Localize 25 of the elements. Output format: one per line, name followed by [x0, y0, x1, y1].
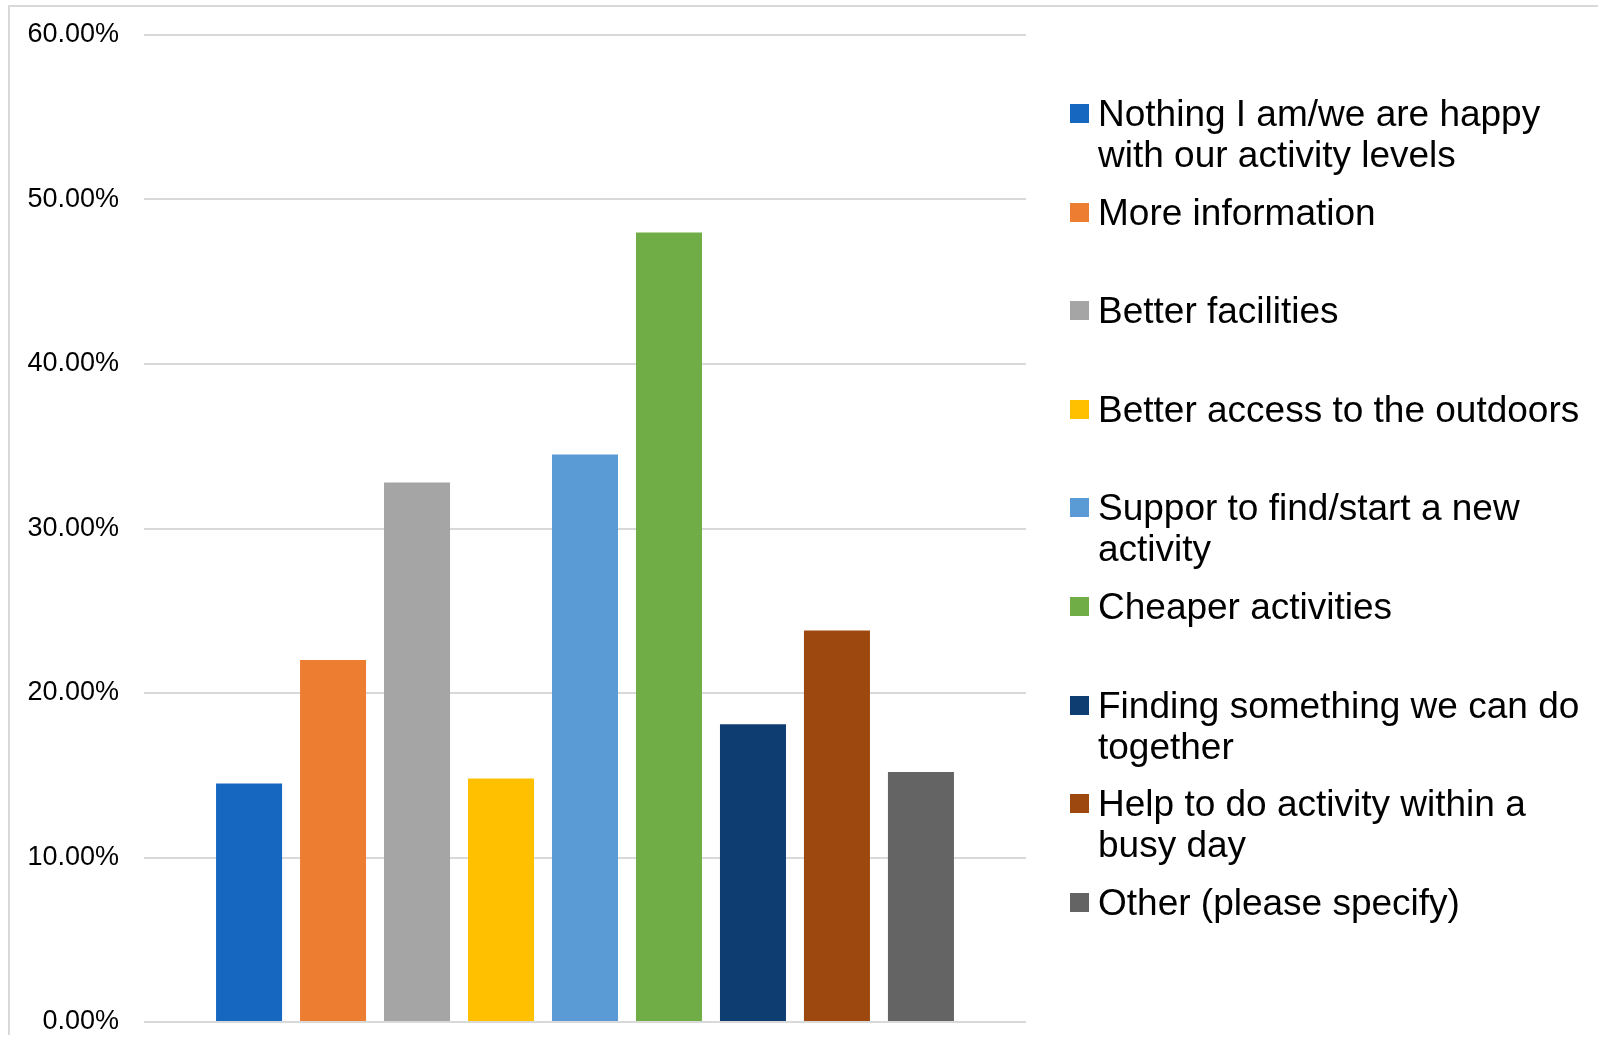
bar	[384, 482, 451, 1021]
y-tick-label: 60.00%	[27, 18, 119, 49]
bar	[468, 778, 535, 1021]
bar	[803, 630, 870, 1021]
y-tick-label: 10.00%	[27, 840, 119, 871]
y-tick-label: 0.00%	[42, 1005, 119, 1036]
legend-label: Better access to the outdoors	[1098, 388, 1581, 430]
legend-label: More information	[1098, 191, 1377, 233]
bar	[551, 454, 619, 1021]
legend-label: Better facilities	[1098, 290, 1340, 332]
bar	[635, 232, 702, 1021]
legend-label: Cheaper activities	[1098, 585, 1394, 627]
bar	[300, 660, 367, 1021]
bar	[216, 783, 283, 1021]
legend-label: Nothing I am/we are happy with our activity levels	[1098, 93, 1542, 175]
bar	[887, 771, 954, 1021]
legend-label: Other (please specify)	[1098, 881, 1461, 923]
y-tick-label: 40.00%	[27, 347, 119, 378]
y-tick-label: 30.00%	[27, 511, 119, 542]
y-tick-label: 50.00%	[27, 182, 119, 213]
legend-label: Suppor to find/start a new activity	[1098, 487, 1521, 570]
legend-label: Finding something we can do together	[1098, 684, 1581, 767]
bar	[719, 724, 786, 1021]
y-tick-label: 20.00%	[27, 676, 119, 707]
legend-label: Help to do activity within a busy day	[1098, 783, 1527, 866]
